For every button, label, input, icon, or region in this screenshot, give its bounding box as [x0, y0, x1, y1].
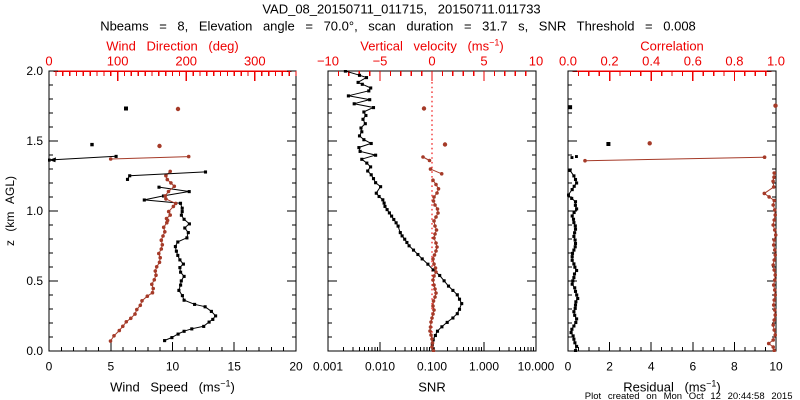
- svg-text:10: 10: [529, 53, 543, 68]
- svg-text:Nbeams = 8, Elevation angle =: Nbeams = 8, Elevation angle = 70.0°, sca…: [100, 19, 696, 34]
- svg-text:5: 5: [107, 360, 114, 374]
- svg-text:0: 0: [45, 53, 52, 68]
- svg-text:1.5: 1.5: [26, 134, 43, 148]
- svg-text:z (km AGL): z (km AGL): [3, 176, 17, 246]
- svg-text:0.0: 0.0: [559, 53, 577, 68]
- svg-text:VAD_08_20150711_011715, 201507: VAD_08_20150711_011715, 20150711.011733: [262, 2, 540, 17]
- svg-text:Correlation: Correlation: [640, 39, 704, 54]
- svg-text:SNR: SNR: [418, 380, 445, 395]
- svg-text:0: 0: [565, 360, 572, 374]
- svg-text:0: 0: [46, 360, 53, 374]
- svg-text:0.8: 0.8: [725, 53, 743, 68]
- svg-text:0.100: 0.100: [417, 360, 447, 374]
- svg-text:300: 300: [244, 53, 266, 68]
- svg-text:10: 10: [769, 360, 783, 374]
- svg-text:Vertical velocity (ms−1): Vertical velocity (ms−1): [360, 38, 503, 54]
- svg-text:0.4: 0.4: [642, 53, 660, 68]
- svg-text:100: 100: [107, 53, 129, 68]
- svg-text:−10: −10: [317, 53, 339, 68]
- svg-text:10: 10: [166, 360, 180, 374]
- svg-text:1.0: 1.0: [767, 53, 785, 68]
- svg-text:4: 4: [648, 360, 655, 374]
- svg-text:1.0: 1.0: [26, 204, 43, 218]
- svg-text:0.2: 0.2: [601, 53, 619, 68]
- svg-text:Residual (ms−1): Residual (ms−1): [623, 379, 720, 395]
- svg-text:2.0: 2.0: [26, 64, 43, 78]
- svg-text:Wind Direction (deg): Wind Direction (deg): [106, 39, 239, 54]
- svg-text:Wind Speed (ms−1): Wind Speed (ms−1): [110, 379, 235, 395]
- svg-text:Plot created on Mon Oct 12 20:: Plot created on Mon Oct 12 20:44:58 2015: [585, 391, 793, 400]
- svg-text:−5: −5: [373, 53, 388, 68]
- svg-text:1.000: 1.000: [469, 360, 499, 374]
- svg-text:0: 0: [428, 53, 435, 68]
- svg-text:2: 2: [606, 360, 613, 374]
- svg-text:10.000: 10.000: [518, 360, 555, 374]
- svg-text:200: 200: [175, 53, 197, 68]
- svg-text:0.6: 0.6: [684, 53, 702, 68]
- svg-text:20: 20: [289, 360, 303, 374]
- svg-text:6: 6: [689, 360, 696, 374]
- svg-text:5: 5: [480, 53, 487, 68]
- svg-text:0.001: 0.001: [313, 360, 343, 374]
- svg-text:8: 8: [731, 360, 738, 374]
- svg-text:0.5: 0.5: [26, 274, 43, 288]
- svg-text:0.010: 0.010: [365, 360, 395, 374]
- svg-text:0.0: 0.0: [26, 344, 43, 358]
- svg-text:15: 15: [228, 360, 242, 374]
